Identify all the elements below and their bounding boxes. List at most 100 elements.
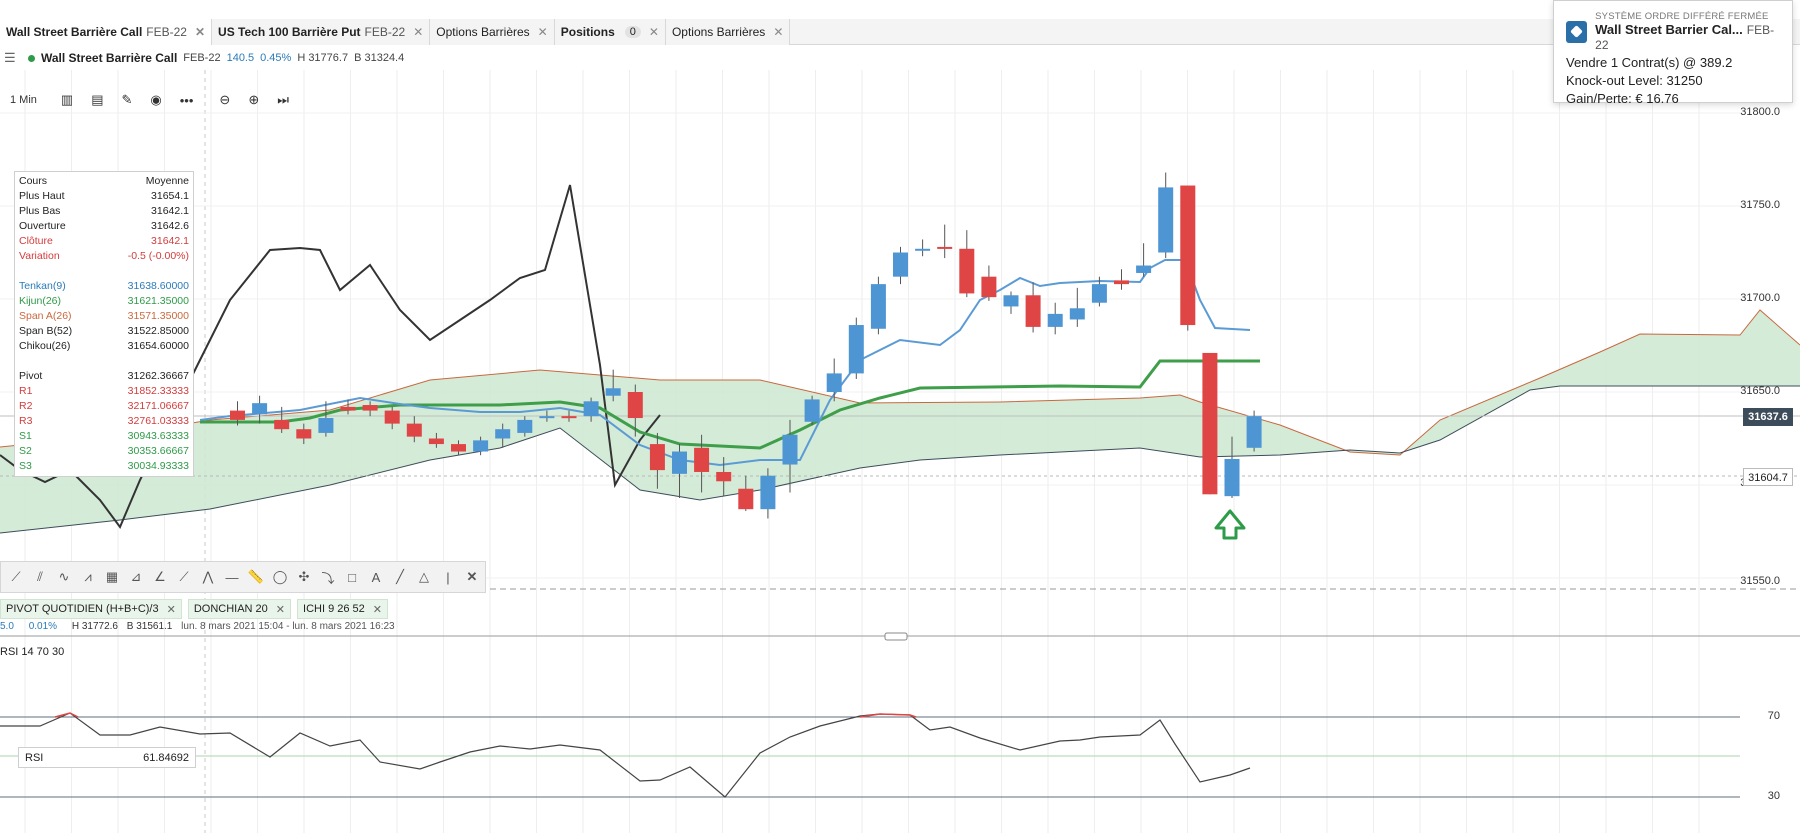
tab-title: Options Barrières <box>436 25 530 39</box>
drawing-toolbar: ⟋ ⫽ ∿ ⩘ ▦ ⊿ ∠ ⟋ ⋀ ― 📏 ◯ ✣ ⤵ □ A ╱ △ | ✕ <box>0 561 486 593</box>
circle-icon[interactable]: ◯ <box>272 569 288 584</box>
indicators-icon[interactable]: ▤ <box>91 92 104 107</box>
parallel-lines-icon[interactable]: ⫽ <box>37 569 43 584</box>
notification-title: Wall Street Barrier Cal... FEB-22 <box>1595 22 1775 52</box>
rsi-box-value: 61.84692 <box>143 751 189 764</box>
instrument-change-pct: 0.45% <box>260 52 292 64</box>
angle-icon[interactable]: ∠ <box>154 569 166 584</box>
tab-positions[interactable]: Positions 0 ✕ <box>554 19 666 45</box>
info-label: Clôture <box>19 235 53 247</box>
info-value: 30034.93333 <box>127 460 189 472</box>
info-value: 31642.1 <box>151 205 189 217</box>
tab-title: Wall Street Barrière Call <box>6 25 143 39</box>
close-icon[interactable]: ✕ <box>275 603 286 616</box>
crosshair-price-badge: 31604.7 <box>1743 468 1793 486</box>
draw-pencil-icon[interactable]: ✎ <box>121 92 133 107</box>
rsi-label[interactable]: RSI 14 70 30 <box>0 646 65 658</box>
hline-icon[interactable]: ― <box>225 569 239 585</box>
zigzag-icon[interactable]: ⩘ <box>84 569 92 584</box>
candle-body <box>1069 308 1085 320</box>
close-icon[interactable]: ✕ <box>194 25 206 39</box>
close-icon[interactable]: ✕ <box>372 603 382 616</box>
info-label: Variation <box>19 250 60 262</box>
info-label: S1 <box>19 430 32 442</box>
info-label: R1 <box>19 385 33 397</box>
tab-expiry: FEB-22 <box>364 25 406 39</box>
candle-body <box>583 401 599 417</box>
candle-body <box>826 373 842 392</box>
ruler-icon[interactable]: 📏 <box>247 569 265 584</box>
candle-body <box>1091 284 1107 303</box>
chart-type-icon[interactable]: ▥ <box>60 92 74 107</box>
candle-body <box>451 444 466 452</box>
info-value: 31621.35000 <box>127 295 189 307</box>
up-arrow-icon <box>1214 509 1246 540</box>
close-icon[interactable]: ✕ <box>413 25 424 39</box>
info-label: Ouverture <box>19 220 66 232</box>
chip-ichimoku[interactable]: ICHI 9 26 52 ✕ <box>297 599 388 619</box>
grid-icon[interactable]: ▦ <box>105 569 119 584</box>
close-icon[interactable]: ✕ <box>648 25 659 39</box>
info-row: Clôture 31642.1 <box>19 234 189 249</box>
tool-icon[interactable]: ✣ <box>298 569 310 584</box>
zoom-out-icon[interactable]: ⊖ <box>219 92 231 107</box>
more-icon[interactable]: ••• <box>179 92 194 108</box>
arrow-icon[interactable]: ⤵ <box>321 570 335 586</box>
trend-icon[interactable]: ⟋ <box>179 569 189 584</box>
eye-icon[interactable]: ◉ <box>150 92 162 107</box>
candle-body <box>627 392 643 419</box>
chip-donchian[interactable]: DONCHIAN 20 ✕ <box>187 599 292 619</box>
notification-line: Vendre 1 Contrat(s) @ 389.2 <box>1566 55 1733 70</box>
info-value: 30943.63333 <box>127 430 189 442</box>
chip-pivot[interactable]: PIVOT QUOTIDIEN (H+B+C)/3 ✕ <box>0 599 182 619</box>
candle-body <box>1047 313 1063 327</box>
price-info-panel: Cours Moyenne Plus Haut 31654.1 Plus Bas 31… <box>14 171 194 477</box>
chart-toolbar: 1 Min ▥ ▤ ✎ ◉ ••• ⊖ ⊕ ⏭ <box>10 90 307 110</box>
candle-body <box>716 471 732 482</box>
price-axis-label: 31800.0 <box>1740 106 1780 118</box>
kijun-line <box>200 359 1260 450</box>
jump-to-end-icon[interactable]: ⏭ <box>277 92 289 107</box>
span-a-line <box>0 309 1800 456</box>
candle-body <box>473 440 489 452</box>
close-icon[interactable]: ✕ <box>537 25 548 39</box>
rectangle-icon[interactable]: □ <box>348 569 356 585</box>
notification-line: Gain/Perte: € 16.76 <box>1566 91 1679 106</box>
fib-icon[interactable]: ⊿ <box>130 569 142 584</box>
info-row: Kijun(26) 31621.35000 <box>19 294 189 309</box>
stats-high: H 31772.6 <box>71 621 118 632</box>
timeframe-selector[interactable]: 1 Min <box>10 94 37 106</box>
current-price-badge: 31637.6 <box>1743 408 1793 426</box>
triangle-icon[interactable]: △ <box>419 569 429 584</box>
close-icon[interactable]: ✕ <box>466 569 478 584</box>
text-icon[interactable]: A <box>371 569 381 585</box>
info-row: R3 32761.03333 <box>19 414 189 429</box>
pattern-icon[interactable]: ⋀ <box>202 569 214 584</box>
candle-body <box>1003 295 1019 307</box>
candle-body <box>362 405 378 411</box>
zoom-in-icon[interactable]: ⊕ <box>248 92 260 107</box>
tab-options-barrieres[interactable]: Options Barrières ✕ <box>430 19 555 45</box>
info-value: 31571.35000 <box>127 310 189 322</box>
notification-line: Knock-out Level: 31250 <box>1566 73 1703 88</box>
chip-label: PIVOT QUOTIDIEN (H+B+C)/3 <box>6 603 159 615</box>
candle-body <box>870 284 886 329</box>
info-value: 32761.03333 <box>127 415 189 427</box>
line-tool-icon[interactable]: ⟋ <box>11 569 21 584</box>
tab-options-barrieres-2[interactable]: Options Barrières ✕ <box>665 19 791 45</box>
candle-body <box>672 451 687 474</box>
close-icon[interactable]: ✕ <box>773 25 784 39</box>
tab-wall-street-call[interactable]: Wall Street Barrière Call FEB-22 ✕ <box>0 19 213 45</box>
candle-body <box>296 429 312 439</box>
order-notification[interactable]: SYSTÈME ORDRE DIFFÉRÉ FERMÉE Wall Street… <box>1553 0 1793 106</box>
menu-icon[interactable]: ☰ <box>4 50 16 65</box>
candle-body <box>848 325 864 374</box>
candle-body <box>937 246 953 249</box>
candle-body <box>959 248 975 294</box>
close-icon[interactable]: ✕ <box>166 603 176 616</box>
wave-icon[interactable]: ∿ <box>58 569 70 584</box>
tab-us-tech-put[interactable]: US Tech 100 Barrière Put FEB-22 ✕ <box>212 19 431 45</box>
tab-title: Options Barrières <box>671 25 766 39</box>
pen-icon[interactable]: ╱ <box>396 569 404 584</box>
